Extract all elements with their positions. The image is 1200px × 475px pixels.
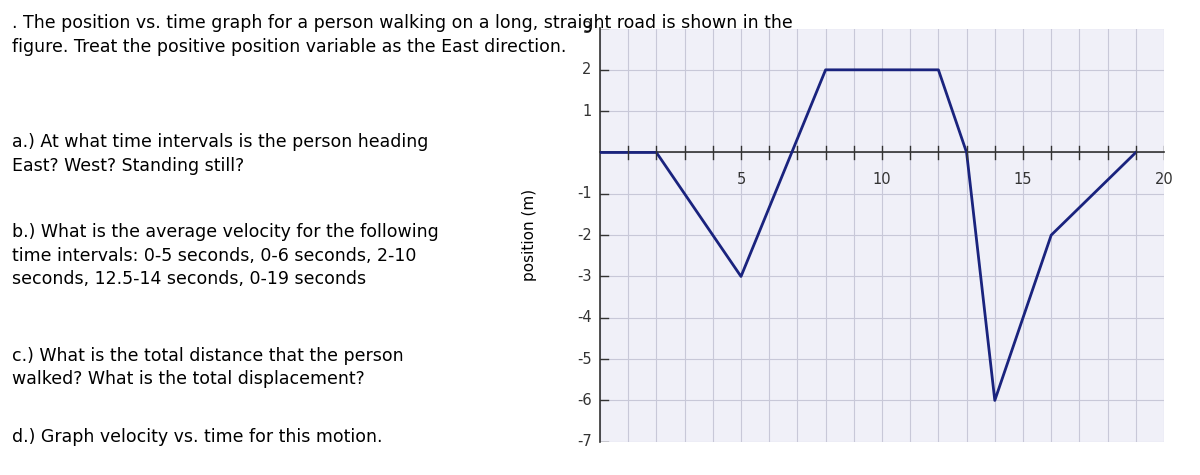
Text: 5: 5 <box>737 172 745 187</box>
Text: -1: -1 <box>577 186 592 201</box>
Text: c.) What is the total distance that the person
walked? What is the total displac: c.) What is the total distance that the … <box>12 347 403 389</box>
Text: -7: -7 <box>577 434 592 449</box>
Text: 3: 3 <box>582 21 592 36</box>
Text: 1: 1 <box>582 104 592 119</box>
Text: b.) What is the average velocity for the following
time intervals: 0-5 seconds, : b.) What is the average velocity for the… <box>12 223 439 288</box>
Text: . The position vs. time graph for a person walking on a long, straight road is s: . The position vs. time graph for a pers… <box>12 14 793 56</box>
Text: -4: -4 <box>577 310 592 325</box>
Text: -2: -2 <box>577 228 592 243</box>
Text: 15: 15 <box>1014 172 1032 187</box>
Text: -5: -5 <box>577 352 592 367</box>
Text: position (m): position (m) <box>522 189 538 281</box>
Text: -6: -6 <box>577 393 592 408</box>
Text: a.) At what time intervals is the person heading
East? West? Standing still?: a.) At what time intervals is the person… <box>12 133 428 175</box>
Text: 2: 2 <box>582 62 592 77</box>
Text: 10: 10 <box>872 172 892 187</box>
Text: -3: -3 <box>577 269 592 284</box>
Text: 20: 20 <box>1154 172 1174 187</box>
Text: d.) Graph velocity vs. time for this motion.: d.) Graph velocity vs. time for this mot… <box>12 428 383 446</box>
